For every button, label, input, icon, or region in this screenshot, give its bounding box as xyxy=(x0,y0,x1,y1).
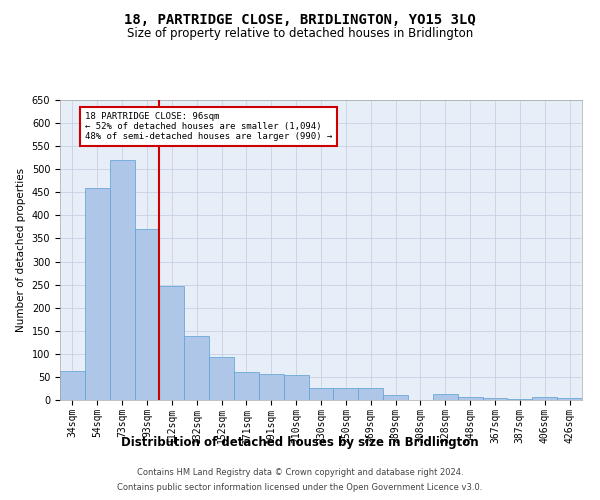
Bar xyxy=(160,286,184,400)
Bar xyxy=(284,374,308,400)
Bar xyxy=(334,388,358,400)
Text: Size of property relative to detached houses in Bridlington: Size of property relative to detached ho… xyxy=(127,28,473,40)
Bar xyxy=(134,229,160,400)
Bar xyxy=(110,160,134,400)
Bar xyxy=(508,398,532,400)
Bar xyxy=(234,372,259,400)
Bar xyxy=(209,357,234,400)
Bar xyxy=(308,388,334,400)
Bar xyxy=(383,396,408,400)
Bar xyxy=(85,188,110,400)
Text: 18 PARTRIDGE CLOSE: 96sqm
← 52% of detached houses are smaller (1,094)
48% of se: 18 PARTRIDGE CLOSE: 96sqm ← 52% of detac… xyxy=(85,112,332,142)
Bar xyxy=(358,388,383,400)
Text: 18, PARTRIDGE CLOSE, BRIDLINGTON, YO15 3LQ: 18, PARTRIDGE CLOSE, BRIDLINGTON, YO15 3… xyxy=(124,12,476,26)
Text: Distribution of detached houses by size in Bridlington: Distribution of detached houses by size … xyxy=(121,436,479,449)
Bar xyxy=(482,398,508,400)
Bar xyxy=(60,372,85,400)
Bar xyxy=(433,394,458,400)
Bar xyxy=(259,374,284,400)
Y-axis label: Number of detached properties: Number of detached properties xyxy=(16,168,26,332)
Text: Contains HM Land Registry data © Crown copyright and database right 2024.: Contains HM Land Registry data © Crown c… xyxy=(137,468,463,477)
Bar xyxy=(458,397,482,400)
Bar xyxy=(532,397,557,400)
Bar xyxy=(557,398,582,400)
Bar xyxy=(184,336,209,400)
Text: Contains public sector information licensed under the Open Government Licence v3: Contains public sector information licen… xyxy=(118,483,482,492)
